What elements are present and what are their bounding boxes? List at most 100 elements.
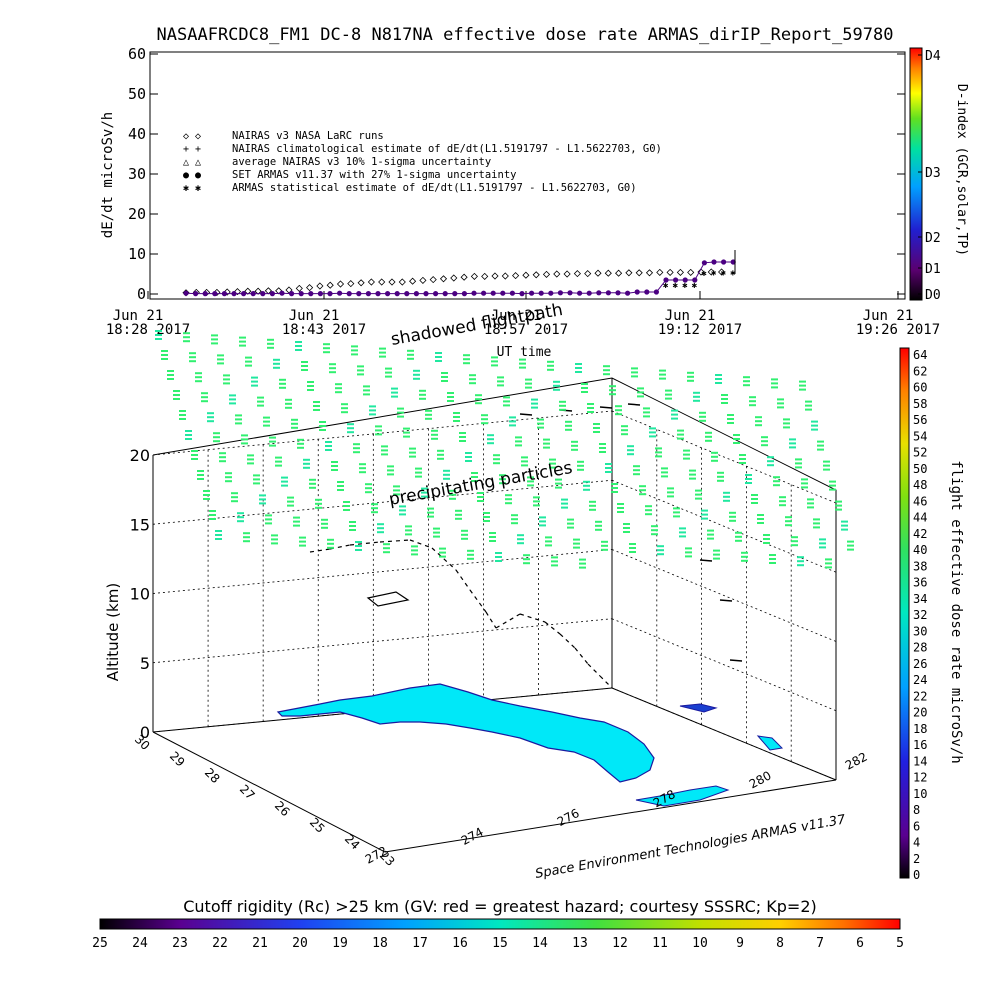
legend-text: average NAIRAS v3 10% 1-sigma uncertaint… (232, 156, 491, 168)
cuba-landmass (635, 785, 730, 807)
particle-mark (391, 391, 398, 394)
particle-mark (287, 504, 294, 507)
particle-mark (267, 338, 274, 341)
particle-mark (633, 465, 640, 468)
particle-mark (439, 555, 446, 558)
particle-mark (263, 416, 270, 419)
particle-mark (729, 511, 736, 514)
particle-mark (735, 539, 742, 542)
particle-mark (595, 528, 602, 531)
particle-mark (237, 516, 244, 519)
d-tick-label: D4 (925, 49, 941, 64)
particle-mark (325, 445, 332, 447)
particle-mark (527, 476, 534, 479)
particle-mark (599, 451, 606, 453)
particle-mark (477, 500, 484, 502)
nairas-point (532, 271, 540, 279)
particle-mark (537, 426, 544, 429)
particle-mark (407, 353, 414, 356)
particle-mark (847, 540, 854, 543)
particle-mark (287, 500, 294, 503)
armas-point (605, 290, 612, 296)
nairas-point (439, 275, 448, 283)
particle-mark (225, 480, 232, 483)
particle-mark (211, 334, 218, 337)
nairas-point (491, 272, 499, 280)
particle-mark (583, 480, 590, 483)
nairas-point (316, 282, 324, 290)
particle-mark (631, 371, 638, 374)
particle-mark (813, 518, 820, 521)
shadowed-path-segment (519, 413, 533, 416)
precipitating-particles (155, 330, 854, 569)
particle-mark (605, 467, 612, 469)
particle-mark (571, 448, 578, 451)
armas-point (289, 291, 295, 297)
armas-point (260, 291, 266, 297)
particle-mark (763, 534, 770, 536)
x-tick-date: Jun 21 (289, 308, 340, 324)
particle-mark (657, 549, 664, 552)
particle-mark (441, 372, 448, 374)
particle-mark (825, 558, 832, 561)
particle-mark (637, 395, 644, 398)
dose-tick-label: 48 (913, 478, 927, 492)
particle-mark (493, 462, 500, 465)
armas-point (241, 291, 247, 297)
particle-mark (375, 433, 382, 436)
particle-mark (235, 414, 242, 417)
particle-mark (433, 527, 440, 530)
particle-mark (519, 366, 526, 369)
particle-mark (209, 518, 216, 520)
particle-mark (687, 379, 694, 382)
particle-mark (621, 429, 628, 432)
particle-mark (297, 438, 304, 441)
legend-text: NAIRAS v3 NASA LaRC runs (232, 130, 384, 142)
particle-mark (487, 434, 494, 437)
particle-mark (435, 356, 442, 358)
dose-tick-label: 36 (913, 576, 927, 590)
altitude-tick-label: 10 (130, 585, 150, 604)
y-tick-label: 10 (128, 245, 146, 263)
particle-mark (723, 495, 730, 498)
particle-mark (469, 378, 476, 381)
particle-mark (495, 560, 502, 562)
particle-mark (531, 402, 538, 405)
particle-mark (219, 452, 226, 455)
particle-mark (179, 418, 186, 420)
particle-mark (403, 427, 410, 430)
particle-mark (683, 457, 690, 460)
particle-mark (813, 522, 820, 525)
particle-mark (817, 440, 824, 443)
particle-mark (477, 496, 484, 498)
cutoff-tick-label: 14 (532, 936, 548, 951)
particle-mark (645, 509, 652, 512)
particle-mark (167, 378, 174, 380)
particle-mark (743, 376, 750, 379)
particle-mark (323, 351, 330, 354)
particle-mark (369, 409, 376, 412)
particle-mark (525, 382, 532, 385)
dose-tick-label: 46 (913, 494, 927, 508)
particle-mark (695, 493, 702, 496)
particle-mark (671, 413, 678, 416)
particle-mark (377, 523, 384, 526)
particle-mark (275, 460, 282, 463)
particle-mark (755, 424, 762, 427)
particle-mark (459, 432, 466, 434)
cutoff-tick-label: 9 (736, 936, 744, 951)
particle-mark (701, 513, 708, 516)
nairas-point (615, 269, 623, 277)
particle-mark (303, 458, 310, 461)
particle-mark (217, 362, 224, 365)
particle-mark (573, 542, 580, 545)
particle-mark (209, 510, 216, 512)
particle-mark (621, 425, 628, 428)
particle-mark (239, 340, 246, 343)
particle-mark (487, 438, 494, 441)
particle-mark (745, 474, 752, 476)
particle-mark (385, 371, 392, 374)
particle-mark (687, 371, 694, 374)
